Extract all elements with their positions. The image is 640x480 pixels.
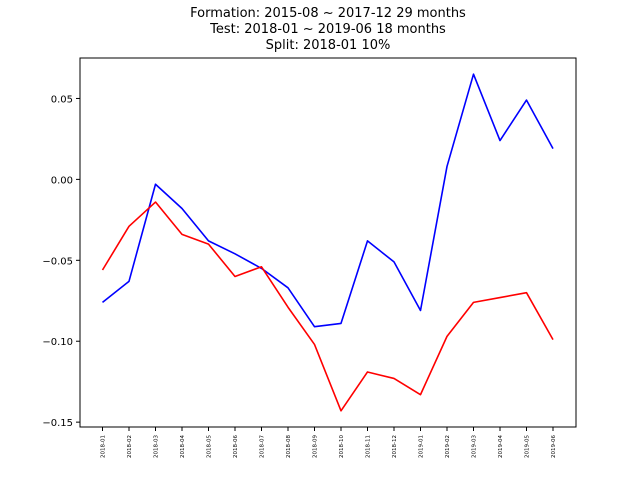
y-axis: −0.15 −0.10 −0.05 0.00 0.05	[42, 94, 80, 429]
x-axis: 2018-01 2018-02 2018-03 2018-04 2018-05 2018-…	[101, 427, 557, 458]
title-line-formation: Formation: 2015-08 ~ 2017-12 29 months	[190, 6, 466, 21]
x-tick-label: 2018-04	[180, 435, 186, 458]
x-tick-label: 2018-05	[207, 435, 213, 458]
x-tick-label: 2018-11	[366, 435, 372, 458]
y-tick-label: 0.00	[51, 175, 73, 186]
series-line-1	[102, 73, 554, 328]
plot-area-frame	[79, 57, 577, 428]
series-layer	[101, 73, 554, 412]
x-tick-label: 2019-05	[525, 435, 531, 458]
y-tick-label: 0.05	[51, 94, 73, 105]
x-tick-label: 2018-10	[339, 435, 345, 458]
y-tick-label: −0.10	[42, 337, 73, 348]
x-tick-label: 2019-04	[498, 435, 504, 458]
x-tick-label: 2018-12	[392, 435, 398, 458]
x-tick-label: 2019-02	[445, 435, 451, 458]
series-line-2	[101, 201, 554, 412]
y-tick-label: −0.15	[42, 418, 73, 429]
x-tick-label: 2018-02	[127, 435, 133, 458]
x-tick-label: 2019-06	[551, 435, 557, 458]
chart-title: Formation: 2015-08 ~ 2017-12 29 months T…	[190, 6, 466, 53]
x-tick-label: 2018-03	[154, 435, 160, 458]
title-line-test: Test: 2018-01 ~ 2019-06 18 months	[209, 22, 446, 37]
y-tick-label: −0.05	[42, 256, 73, 267]
x-tick-label: 2018-08	[286, 435, 292, 458]
title-line-split: Split: 2018-01 10%	[266, 38, 391, 53]
x-tick-label: 2019-03	[472, 435, 478, 458]
x-tick-label: 2019-01	[419, 435, 425, 458]
x-tick-label: 2018-09	[313, 435, 319, 458]
x-tick-label: 2018-01	[101, 435, 107, 458]
x-tick-label: 2018-06	[233, 435, 239, 458]
x-tick-label: 2018-07	[260, 435, 266, 458]
